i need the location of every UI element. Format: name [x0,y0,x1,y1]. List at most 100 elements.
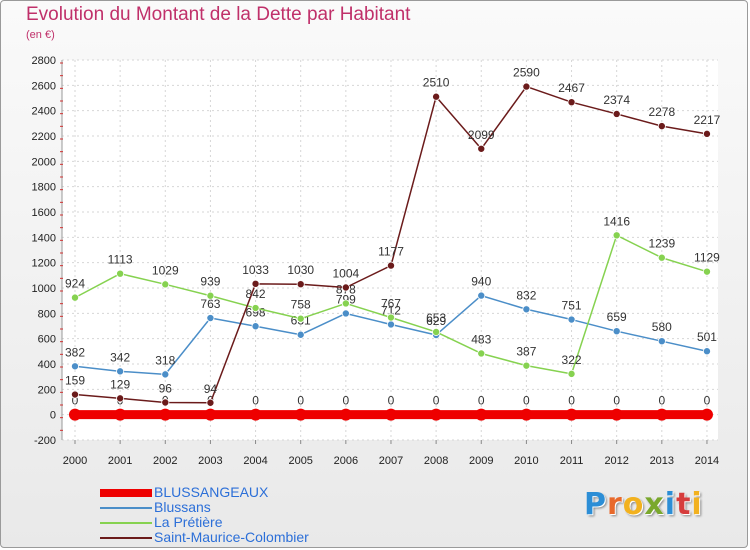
legend-swatch [100,536,152,539]
series-point-0 [565,408,578,421]
legend-item: La Prétière [100,515,309,530]
data-label-3: 1033 [242,263,269,277]
x-tick-label: 2009 [469,455,493,467]
data-label-3: 1177 [378,245,404,259]
series-point-0 [294,408,307,421]
data-label-1: 751 [562,299,582,313]
x-tick-label: 2002 [153,455,177,467]
series-point-0 [655,408,668,421]
y-tick-label: 1200 [32,258,56,270]
chart-title: Evolution du Montant de la Dette par Hab… [26,4,411,25]
data-label-1: 763 [200,297,220,311]
y-tick-label: 0 [50,410,56,422]
x-tick-label: 2014 [695,455,719,467]
x-tick-label: 2007 [379,455,403,467]
logo-letter: o [622,487,645,522]
data-label-2: 924 [65,277,85,291]
logo-letter: r [607,487,623,522]
series-point-2 [386,313,395,322]
y-tick-label: 2400 [32,106,56,118]
series-point-2 [657,253,666,262]
data-label-0: 0 [342,394,349,408]
data-label-2: 758 [291,298,311,312]
legend-item: BLUSSANGEAUX [100,485,309,500]
logo-letter: x [644,487,665,522]
logo-letter: P [584,487,607,522]
legend-swatch [100,521,152,524]
legend-item: Saint-Maurice-Colombier [100,530,309,545]
data-label-3: 2278 [648,105,675,119]
legend-label: Saint-Maurice-Colombier [154,529,309,545]
data-label-2: 1129 [694,251,720,265]
data-label-0: 0 [613,394,620,408]
plot-area [62,60,718,440]
data-label-3: 2510 [423,76,450,90]
series-point-3 [522,82,531,91]
data-label-3: 159 [65,374,85,388]
series-point-2 [116,269,125,278]
data-label-0: 0 [568,394,575,408]
series-point-0 [430,408,443,421]
logo-letter: t [676,487,692,522]
y-tick-label: 2000 [32,156,56,168]
y-tick-label: 1000 [32,283,56,295]
legend-label: La Prétière [154,514,223,530]
series-point-1 [657,337,666,346]
x-tick-label: 2000 [63,455,87,467]
data-label-3: 96 [159,382,173,396]
y-tick-label: 200 [38,384,56,396]
series-point-1 [477,291,486,300]
x-tick-label: 2001 [108,455,132,467]
series-point-2 [206,291,215,300]
x-tick-label: 2006 [334,455,358,467]
series-point-1 [341,309,350,318]
data-label-0: 0 [478,394,485,408]
data-label-1: 501 [697,330,717,344]
x-tick-label: 2012 [604,455,628,467]
series-point-0 [114,408,127,421]
data-label-2: 939 [200,275,220,289]
legend-swatch [100,506,152,509]
series-point-3 [386,261,395,270]
data-label-0: 0 [252,394,259,408]
series-point-1 [612,327,621,336]
series-point-2 [702,267,711,276]
series-point-3 [612,109,621,118]
data-label-1: 580 [652,320,672,334]
series-point-0 [610,408,623,421]
legend-swatch [100,488,152,497]
series-point-0 [700,408,713,421]
data-label-3: 2467 [558,81,585,95]
series-point-1 [206,314,215,323]
data-label-1: 659 [607,310,627,324]
series-point-3 [206,398,215,407]
legend-label: Blussans [154,499,211,515]
x-tick-label: 2005 [288,455,312,467]
data-label-3: 129 [110,377,130,391]
data-label-0: 0 [433,394,440,408]
logo-letter: i [691,487,703,522]
series-point-2 [341,299,350,308]
series-point-1 [251,322,260,331]
y-tick-label: 400 [38,359,56,371]
series-point-2 [522,361,531,370]
data-label-2: 387 [516,345,536,359]
series-point-1 [296,330,305,339]
proxiti-logo: Proxiti [584,487,703,522]
series-point-0 [384,408,397,421]
series-point-0 [204,408,217,421]
x-tick-label: 2008 [424,455,448,467]
data-label-0: 0 [72,394,79,408]
data-label-1: 832 [516,288,536,302]
data-label-1: 940 [471,275,491,289]
series-point-3 [477,144,486,153]
series-point-0 [69,408,81,421]
series-point-3 [71,390,80,399]
data-label-0: 0 [704,394,711,408]
data-label-2: 653 [426,311,446,325]
series-point-1 [567,315,576,324]
data-label-2: 1029 [152,263,179,277]
series-point-3 [432,92,441,101]
legend: BLUSSANGEAUX Blussans La Prétière Saint-Mau… [100,485,309,545]
